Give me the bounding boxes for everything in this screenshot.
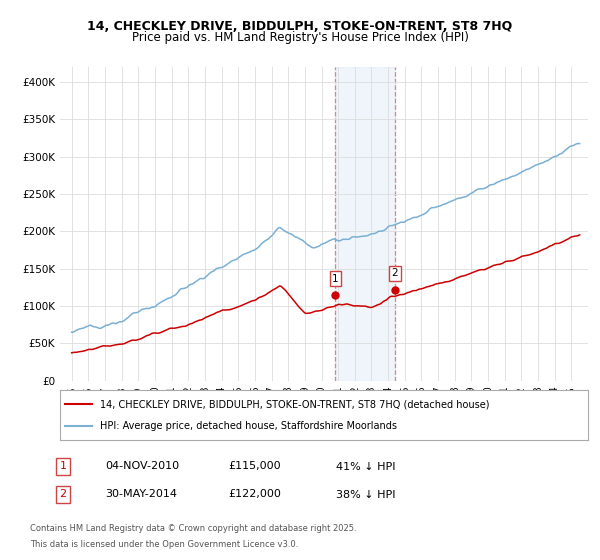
Text: 1: 1 (59, 461, 67, 472)
Text: 38% ↓ HPI: 38% ↓ HPI (336, 489, 395, 500)
Text: £115,000: £115,000 (228, 461, 281, 472)
Text: 41% ↓ HPI: 41% ↓ HPI (336, 461, 395, 472)
Text: 1: 1 (332, 273, 339, 283)
Text: 14, CHECKLEY DRIVE, BIDDULPH, STOKE-ON-TRENT, ST8 7HQ: 14, CHECKLEY DRIVE, BIDDULPH, STOKE-ON-T… (88, 20, 512, 32)
Bar (335, 67, 395, 381)
Text: 2: 2 (59, 489, 67, 500)
Text: HPI: Average price, detached house, Staffordshire Moorlands: HPI: Average price, detached house, Staf… (100, 421, 397, 431)
Text: 04-NOV-2010: 04-NOV-2010 (105, 461, 179, 472)
Text: Price paid vs. HM Land Registry's House Price Index (HPI): Price paid vs. HM Land Registry's House … (131, 31, 469, 44)
Text: This data is licensed under the Open Government Licence v3.0.: This data is licensed under the Open Gov… (30, 540, 298, 549)
Text: 2: 2 (392, 268, 398, 278)
Text: Contains HM Land Registry data © Crown copyright and database right 2025.: Contains HM Land Registry data © Crown c… (30, 524, 356, 533)
Text: 30-MAY-2014: 30-MAY-2014 (105, 489, 177, 500)
Text: 14, CHECKLEY DRIVE, BIDDULPH, STOKE-ON-TRENT, ST8 7HQ (detached house): 14, CHECKLEY DRIVE, BIDDULPH, STOKE-ON-T… (100, 399, 489, 409)
Text: £122,000: £122,000 (228, 489, 281, 500)
